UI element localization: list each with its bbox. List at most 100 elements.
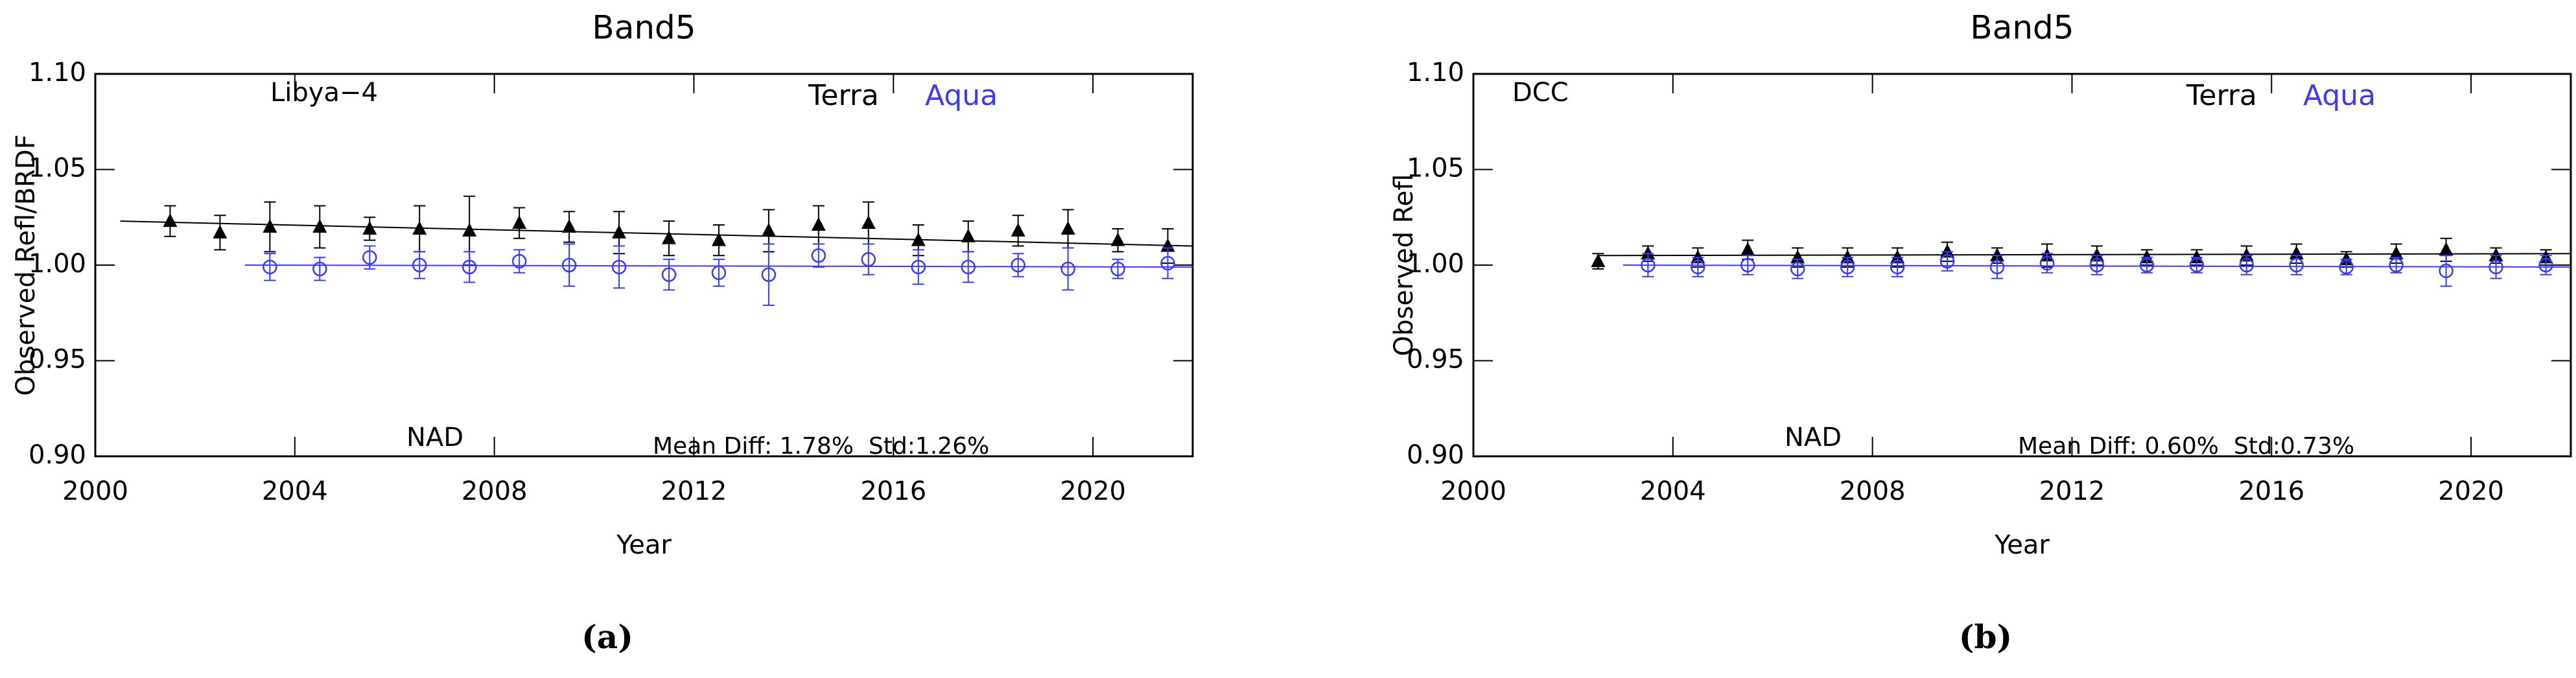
site-label: Libya−4 bbox=[270, 78, 378, 108]
error-bar bbox=[912, 249, 924, 285]
aqua-point bbox=[2439, 263, 2453, 279]
terra-point bbox=[1940, 244, 1955, 258]
y-tick-label: 1.10 bbox=[29, 58, 86, 88]
terra-point bbox=[1060, 220, 1075, 235]
terra-point bbox=[213, 224, 228, 239]
aqua-point bbox=[2538, 257, 2553, 273]
terra-point bbox=[1990, 248, 2005, 262]
terra-point bbox=[1591, 253, 1606, 268]
mode-label: NAD bbox=[406, 423, 463, 452]
terra-point bbox=[2089, 248, 2104, 262]
terra-point bbox=[462, 222, 477, 237]
error-bar bbox=[2390, 257, 2402, 274]
error-bar bbox=[2190, 257, 2203, 274]
aqua-point bbox=[961, 259, 976, 275]
terra-point bbox=[911, 232, 926, 246]
stats-label: Mean Diff: 1.78% Std:1.26% bbox=[653, 433, 989, 460]
aqua-point bbox=[1641, 257, 1656, 273]
terra-point bbox=[612, 224, 627, 239]
error-bar bbox=[1062, 247, 1074, 291]
aqua-point bbox=[561, 257, 577, 273]
aqua-point bbox=[263, 259, 277, 275]
terra-point bbox=[811, 217, 826, 231]
aqua-point bbox=[661, 267, 677, 282]
aqua-point bbox=[1740, 257, 1755, 273]
aqua-point bbox=[711, 265, 727, 281]
aqua-point bbox=[511, 253, 527, 269]
stats-label: Mean Diff: 0.60% Std:0.73% bbox=[2018, 433, 2354, 460]
x-tick-label: 2000 bbox=[62, 476, 128, 506]
aqua-point bbox=[1989, 259, 2005, 275]
error-bar bbox=[962, 251, 974, 283]
aqua-point bbox=[1939, 253, 1955, 269]
terra-point bbox=[2389, 246, 2404, 260]
aqua-point bbox=[2139, 257, 2155, 273]
terra-point bbox=[761, 222, 776, 237]
aqua-point bbox=[462, 259, 477, 275]
x-tick-label: 2016 bbox=[2238, 476, 2304, 506]
terra-point bbox=[1840, 250, 1855, 264]
chart-title: Band5 bbox=[1970, 9, 2074, 47]
terra-point bbox=[961, 228, 976, 242]
error-bar bbox=[1162, 247, 1174, 279]
aqua-point bbox=[611, 259, 627, 275]
caption: (b) bbox=[1959, 618, 2012, 656]
x-tick-label: 2008 bbox=[1840, 476, 1906, 506]
error-bar bbox=[1012, 253, 1024, 277]
terra-point bbox=[312, 219, 327, 233]
aqua-point bbox=[1691, 259, 1705, 275]
x-tick-label: 2008 bbox=[462, 476, 528, 506]
terra-point bbox=[1740, 242, 1755, 256]
legend-entry: Terra bbox=[2186, 79, 2257, 112]
aqua-point bbox=[362, 250, 377, 265]
y-tick-label: 0.95 bbox=[29, 345, 86, 375]
aqua-point bbox=[861, 251, 876, 267]
y-tick-label: 0.90 bbox=[1407, 440, 1464, 470]
aqua-point bbox=[2089, 257, 2105, 273]
y-tick-label: 1.10 bbox=[1407, 58, 1464, 88]
aqua-point bbox=[1890, 259, 1905, 275]
fit-line bbox=[1598, 253, 2571, 257]
y-tick-label: 0.90 bbox=[29, 440, 86, 470]
y-tick-label: 0.95 bbox=[1407, 345, 1464, 375]
aqua-point bbox=[1110, 261, 1125, 277]
aqua-point bbox=[1790, 261, 1805, 277]
legend-entry: Aqua bbox=[2303, 79, 2376, 112]
terra-point bbox=[263, 219, 277, 233]
aqua-point bbox=[811, 248, 826, 263]
x-tick-label: 2004 bbox=[1640, 476, 1706, 506]
error-bar bbox=[2140, 257, 2153, 274]
x-tick-label: 2020 bbox=[1060, 476, 1126, 506]
terra-point bbox=[1110, 232, 1125, 246]
aqua-point bbox=[2189, 257, 2205, 273]
y-tick-label: 1.05 bbox=[29, 154, 86, 183]
error-bar bbox=[712, 259, 725, 287]
aqua-point bbox=[911, 259, 926, 275]
error-bar bbox=[463, 251, 476, 283]
error-bar bbox=[613, 245, 626, 289]
error-bar bbox=[662, 259, 675, 291]
aqua-point bbox=[2239, 257, 2254, 273]
terra-point bbox=[163, 213, 178, 228]
error-bar bbox=[762, 243, 775, 306]
y-axis-label: Observed Refl/BRDF bbox=[11, 134, 41, 395]
x-tick-label: 2012 bbox=[661, 476, 727, 506]
error-bar bbox=[1642, 253, 1654, 277]
error-bar bbox=[314, 257, 326, 281]
x-axis-label: Year bbox=[616, 530, 672, 560]
caption: (a) bbox=[581, 618, 633, 656]
error-bar bbox=[264, 253, 276, 281]
terra-point bbox=[2488, 248, 2503, 262]
terra-point bbox=[861, 215, 876, 229]
terra-point bbox=[1890, 250, 1905, 264]
terra-point bbox=[1011, 222, 1025, 237]
x-tick-label: 2012 bbox=[2039, 476, 2105, 506]
y-tick-label: 1.00 bbox=[1407, 249, 1464, 279]
plot-frame bbox=[94, 73, 1194, 458]
terra-point bbox=[2239, 248, 2254, 262]
fit-line bbox=[120, 220, 1193, 247]
error-bar bbox=[2440, 255, 2452, 287]
x-tick-label: 2000 bbox=[1440, 476, 1506, 506]
